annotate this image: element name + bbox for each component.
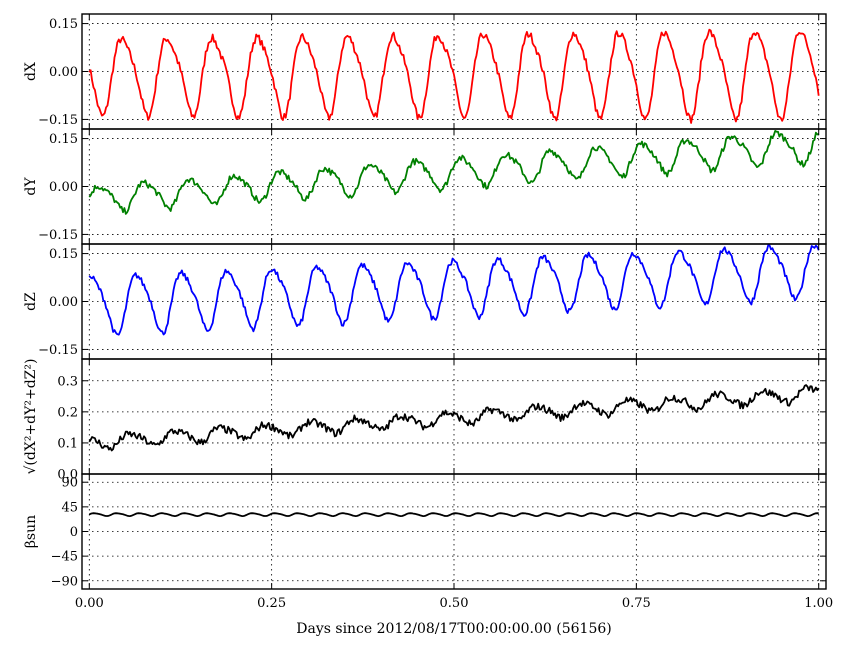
panel-4: 0.3 0.2 0.1 0.0 √(dX²+dY²+dZ²) xyxy=(23,358,827,483)
y-axis-label: dX xyxy=(23,62,39,81)
panel-1: 0.15 0.00 −0.15 dX xyxy=(23,13,827,130)
y-tick-label: 0.2 xyxy=(57,405,78,420)
y-tick-label: 0.15 xyxy=(49,17,78,32)
y-tick-label: −0.15 xyxy=(38,228,78,243)
y-tick-label: 0.1 xyxy=(57,436,78,451)
series-line-3-1 xyxy=(88,244,820,336)
y-axis-label: √(dX²+dY²+dZ²) xyxy=(23,359,39,475)
series-line-2-1 xyxy=(88,129,820,215)
y-tick-label: 0 xyxy=(70,525,78,540)
panel-frame xyxy=(81,473,827,590)
y-tick-label: −0.15 xyxy=(38,113,78,128)
y-tick-label: 0.0 xyxy=(57,468,78,483)
y-tick-label: 0.00 xyxy=(49,65,78,80)
panel-frame xyxy=(81,358,827,475)
x-tick-label: 0.75 xyxy=(622,596,651,611)
x-tick-label: 0.25 xyxy=(257,596,286,611)
y-tick-label: −45 xyxy=(51,550,78,565)
x-axis-label: Days since 2012/08/17T00:00:00.00 (56156… xyxy=(296,621,611,637)
series-line-1-1 xyxy=(88,28,820,124)
y-axis-label: dZ xyxy=(23,292,39,311)
panel-5: 90 45 0 −45 −90 βsun xyxy=(23,473,827,590)
y-axis-label: dY xyxy=(23,177,39,196)
series-line-5-1 xyxy=(88,512,819,517)
x-tick-label: 1.00 xyxy=(804,596,833,611)
y-tick-label: −90 xyxy=(51,574,78,589)
y-tick-label: 0.00 xyxy=(49,295,78,310)
y-tick-label: 45 xyxy=(61,500,78,515)
y-tick-label: 90 xyxy=(61,476,78,491)
panel-2: 0.15 0.00 −0.15 dY xyxy=(23,128,827,245)
panel-frame xyxy=(81,128,827,245)
y-tick-label: 0.15 xyxy=(49,247,78,262)
y-tick-label: 0.00 xyxy=(49,180,78,195)
y-tick-label: 0.3 xyxy=(57,374,78,389)
x-tick-label: 0.00 xyxy=(75,596,104,611)
chart-panels: 0.150.00−0.15dX0.150.00−0.15dY0.150.00−0… xyxy=(23,13,833,611)
y-tick-label: 0.15 xyxy=(49,132,78,147)
x-tick-label: 0.50 xyxy=(440,596,469,611)
panel-3: 0.15 0.00 −0.15 dZ xyxy=(23,243,827,360)
y-tick-label: −0.15 xyxy=(38,343,78,358)
series-line-4-1 xyxy=(88,384,820,452)
y-axis-label: βsun xyxy=(23,515,39,548)
